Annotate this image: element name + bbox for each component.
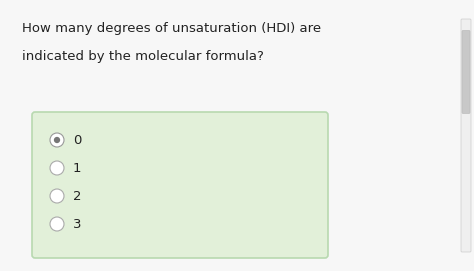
FancyBboxPatch shape [461, 19, 471, 252]
Circle shape [50, 161, 64, 175]
Circle shape [50, 217, 64, 231]
Text: How many degrees of unsaturation (HDI) are: How many degrees of unsaturation (HDI) a… [22, 22, 321, 35]
FancyBboxPatch shape [32, 112, 328, 258]
Circle shape [50, 189, 64, 203]
Text: 3: 3 [73, 218, 82, 231]
Text: indicated by the molecular formula?: indicated by the molecular formula? [22, 50, 264, 63]
Circle shape [50, 133, 64, 147]
Text: 2: 2 [73, 189, 82, 202]
FancyBboxPatch shape [462, 31, 470, 113]
Text: 0: 0 [73, 134, 82, 147]
Circle shape [54, 137, 60, 143]
Text: 1: 1 [73, 162, 82, 175]
